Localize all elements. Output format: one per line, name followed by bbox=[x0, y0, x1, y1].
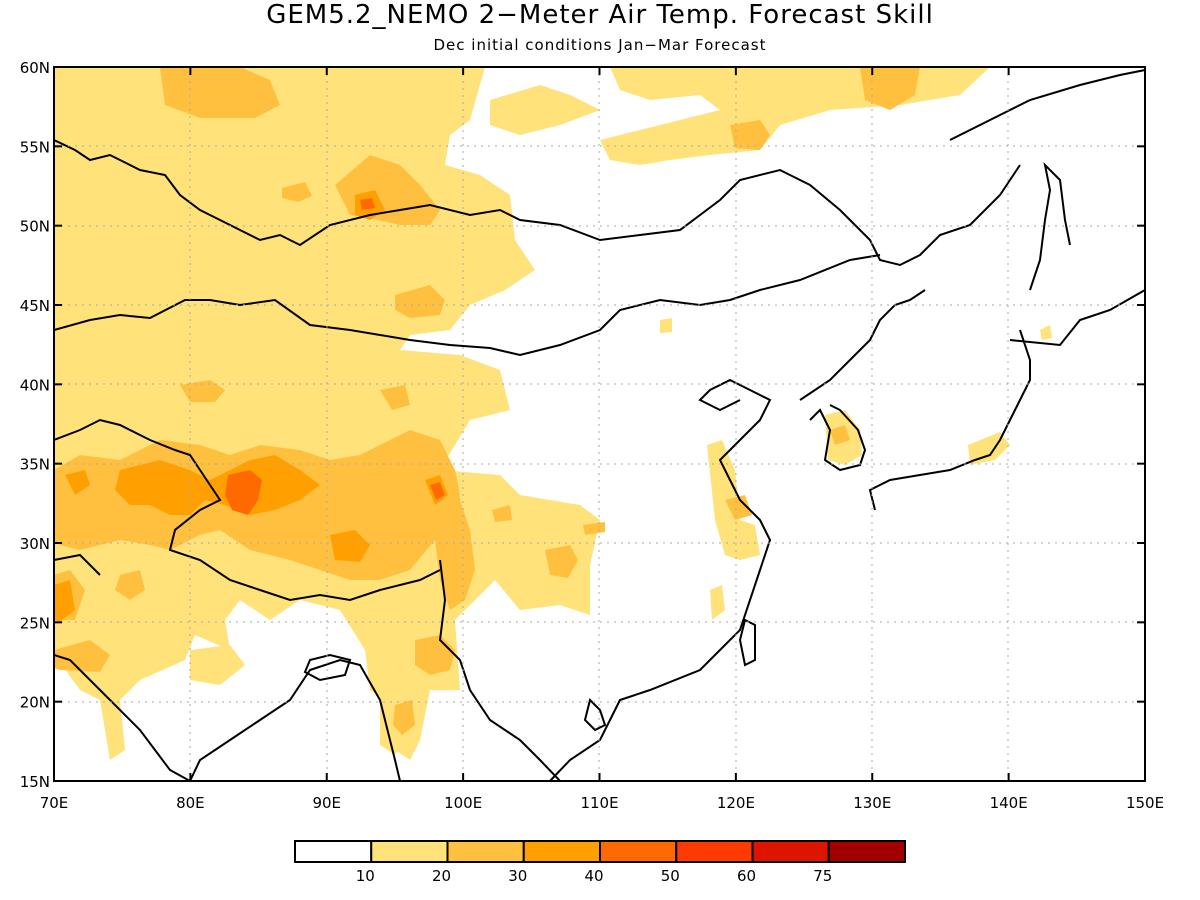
colorbar-label: 20 bbox=[432, 867, 451, 885]
x-axis-labels: 70E 80E 90E 100E 110E 120E 130E 140E 150E bbox=[40, 794, 1164, 812]
y-tick-label: 20N bbox=[20, 694, 50, 712]
y-tick-label: 40N bbox=[20, 376, 50, 394]
x-tick-label: 70E bbox=[40, 794, 69, 812]
x-tick-label: 140E bbox=[990, 794, 1028, 812]
y-tick-label: 60N bbox=[20, 59, 50, 77]
colorbar-swatch bbox=[675, 840, 754, 863]
y-axis-labels: 15N 20N 25N 30N 35N 40N 45N 50N 55N 60N bbox=[20, 59, 50, 791]
x-tick-label: 100E bbox=[444, 794, 482, 812]
colorbar-swatch bbox=[599, 840, 678, 863]
colorbar-swatch bbox=[827, 840, 906, 863]
colorbar-swatch bbox=[751, 840, 830, 863]
colorbar-swatch bbox=[446, 840, 525, 863]
axis-ticks bbox=[53, 66, 1146, 782]
colorbar-swatch bbox=[522, 840, 601, 863]
skill-shading bbox=[54, 67, 1052, 760]
map-subtitle: Dec initial conditions Jan−Mar Forecast bbox=[433, 36, 767, 54]
y-tick-label: 15N bbox=[20, 773, 50, 791]
x-tick-label: 120E bbox=[717, 794, 755, 812]
y-tick-label: 50N bbox=[20, 218, 50, 236]
colorbar-label: 50 bbox=[661, 867, 680, 885]
grid-lines bbox=[54, 67, 1145, 781]
colorbar-label: 10 bbox=[356, 867, 375, 885]
colorbar-label: 40 bbox=[584, 867, 603, 885]
x-tick-label: 90E bbox=[312, 794, 341, 812]
y-tick-label: 30N bbox=[20, 535, 50, 553]
colorbar: 10 20 30 40 50 60 75 bbox=[294, 840, 906, 885]
x-tick-label: 150E bbox=[1126, 794, 1164, 812]
skill-level-3 bbox=[54, 190, 448, 622]
colorbar-label: 30 bbox=[508, 867, 527, 885]
y-tick-label: 25N bbox=[20, 614, 50, 632]
x-tick-label: 80E bbox=[176, 794, 205, 812]
skill-level-1 bbox=[54, 67, 1052, 760]
skill-level-4 bbox=[225, 198, 445, 515]
map-title: GEM5.2_NEMO 2−Meter Air Temp. Forecast S… bbox=[266, 0, 934, 30]
y-tick-label: 55N bbox=[20, 138, 50, 156]
y-tick-label: 45N bbox=[20, 297, 50, 315]
colorbar-swatch bbox=[294, 840, 373, 863]
colorbar-swatch bbox=[370, 840, 449, 863]
y-tick-label: 35N bbox=[20, 456, 50, 474]
colorbar-label: 75 bbox=[813, 867, 832, 885]
x-tick-label: 130E bbox=[853, 794, 891, 812]
x-tick-label: 110E bbox=[580, 794, 618, 812]
coastlines bbox=[54, 69, 1145, 781]
colorbar-label: 60 bbox=[737, 867, 756, 885]
